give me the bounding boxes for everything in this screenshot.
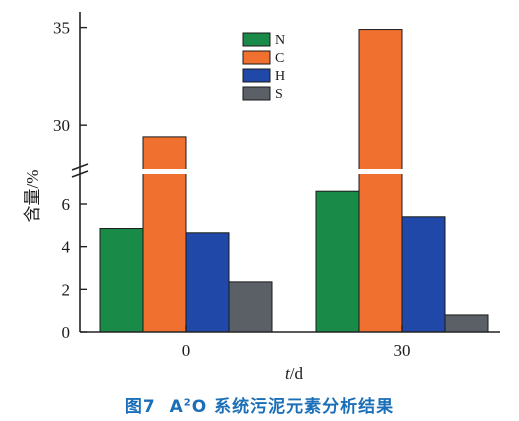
y-tick-label: 0	[62, 323, 71, 342]
x-axis-title-unit: /d	[290, 364, 304, 383]
caption-sup: 2	[183, 397, 192, 409]
legend-swatch-H	[242, 68, 271, 83]
legend-label-H: H	[275, 69, 285, 84]
legend-swatch-S	[242, 86, 271, 101]
y-tick-label: 6	[62, 195, 71, 214]
x-tick-label: 0	[182, 341, 191, 360]
bar-H-0	[185, 232, 230, 333]
caption-prefix: 图7	[124, 397, 156, 417]
legend-swatch-N	[242, 32, 271, 47]
bars-group	[99, 29, 489, 333]
axis-break-marks	[71, 163, 89, 178]
legend-label-S: S	[275, 87, 283, 102]
caption-rest: O 系统污泥元素分析结果	[191, 397, 395, 417]
bar-C-0	[142, 136, 187, 333]
bar-break-gap	[142, 169, 187, 174]
legend-label-N: N	[275, 33, 285, 48]
y-tick-label: 4	[62, 238, 71, 257]
bar-N-30	[315, 190, 360, 333]
figure-caption: 图7 A2O 系统污泥元素分析结果	[0, 392, 519, 417]
bar-break-gap	[358, 169, 403, 174]
x-ticks-group: 0 30	[182, 325, 411, 360]
y-axis-title: 含量/%	[23, 170, 42, 223]
bar-N-0	[99, 228, 144, 333]
bar-H-30	[401, 216, 446, 333]
x-axis-title-var: t	[285, 364, 291, 383]
caption-a: A	[169, 397, 184, 417]
x-tick-label: 30	[394, 341, 411, 360]
x-axis-title: t/d	[285, 364, 303, 383]
bar-S-0	[228, 281, 273, 333]
legend-swatch-C	[242, 50, 271, 65]
y-tick-label: 2	[62, 280, 71, 299]
y-tick-label: 30	[53, 116, 70, 135]
y-ticks-group: 0 2 4 6 30 35	[53, 19, 87, 342]
bar-S-30	[444, 314, 489, 333]
legend-label-C: C	[275, 51, 284, 66]
y-tick-label: 35	[53, 19, 70, 38]
bar-C-30	[358, 29, 403, 333]
